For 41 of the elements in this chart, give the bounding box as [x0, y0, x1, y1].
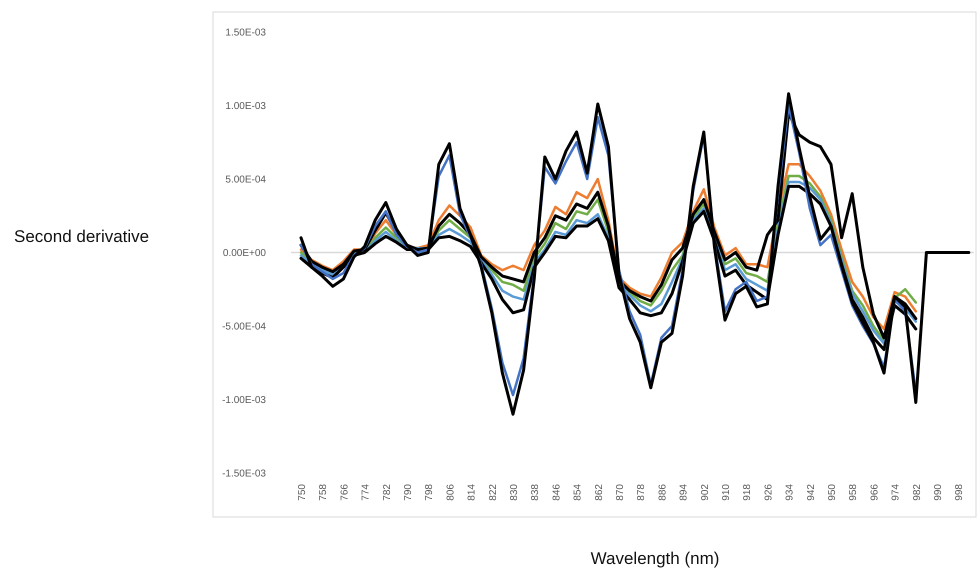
- x-tick-label: 846: [551, 484, 562, 501]
- x-tick-label: 822: [488, 484, 499, 501]
- x-tick-label: 758: [318, 484, 330, 501]
- x-tick-label: 958: [848, 484, 860, 501]
- x-tick-label: 918: [742, 484, 754, 501]
- x-tick-label: 806: [445, 484, 456, 501]
- x-tick-label: 870: [615, 484, 626, 501]
- x-tick-label: 774: [360, 484, 372, 501]
- x-tick-label: 838: [530, 484, 542, 501]
- x-tick-label: 798: [424, 484, 436, 501]
- y-tick-label: -5.00E-04: [222, 322, 266, 332]
- x-tick-label: 902: [700, 484, 711, 501]
- x-tick-label: 894: [678, 484, 690, 501]
- x-tick-label: 782: [382, 484, 393, 501]
- y-tick-label: 1.00E-03: [225, 101, 266, 112]
- x-tick-label: 998: [954, 484, 966, 501]
- x-tick-label: 974: [890, 484, 902, 501]
- x-tick-label: 878: [636, 484, 648, 501]
- x-tick-label: 934: [784, 484, 796, 501]
- x-tick-label: 862: [594, 484, 605, 501]
- y-tick-label: 1.50E-03: [225, 28, 266, 38]
- y-axis-title: Second derivative: [14, 227, 150, 246]
- y-tick-label: -1.00E-03: [222, 395, 266, 406]
- y-tick-label: 0.00E+00: [222, 248, 266, 259]
- y-tick-label: 5.00E-04: [225, 174, 266, 186]
- x-tick-label: 886: [657, 484, 668, 501]
- x-tick-label: 982: [912, 484, 923, 501]
- x-tick-label: 814: [466, 484, 478, 501]
- x-tick-label: 942: [806, 484, 817, 501]
- x-tick-label: 926: [763, 484, 774, 501]
- x-tick-label: 990: [933, 484, 944, 501]
- x-tick-label: 950: [827, 484, 838, 501]
- x-tick-label: 766: [339, 484, 350, 501]
- x-tick-label: 966: [869, 484, 880, 501]
- x-tick-label: 854: [572, 484, 584, 501]
- x-tick-label: 830: [509, 484, 520, 501]
- y-tick-label: -1.50E-03: [222, 468, 266, 480]
- x-tick-label: 790: [403, 484, 414, 501]
- x-axis-title: Wavelength (nm): [590, 549, 720, 568]
- x-tick-label: 910: [721, 484, 732, 501]
- x-tick-label: 750: [297, 484, 308, 501]
